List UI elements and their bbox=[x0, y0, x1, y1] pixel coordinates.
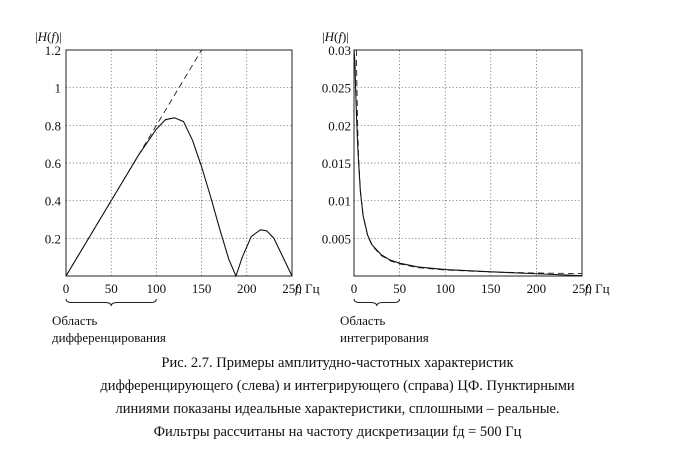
x-tick-label: 200 bbox=[237, 281, 257, 296]
y-tick-label: 0.02 bbox=[328, 118, 351, 133]
y-tick-label: 0.4 bbox=[45, 194, 62, 209]
ideal-response-line bbox=[355, 49, 583, 275]
x-tick-label: 150 bbox=[192, 281, 212, 296]
x-tick-label: 250 bbox=[282, 281, 302, 296]
x-tick-label: 0 bbox=[351, 281, 358, 296]
caption-line-3: линиями показаны идеальные характеристик… bbox=[115, 401, 560, 417]
caption-line-2: дифференцирующего (слева) и интегрирующе… bbox=[100, 378, 575, 394]
x-tick-label: 250 bbox=[572, 281, 592, 296]
y-tick-label: 0.2 bbox=[45, 231, 61, 246]
y-tick-label: 0.03 bbox=[328, 43, 351, 58]
region-label: Область bbox=[52, 313, 97, 328]
real-response-line bbox=[353, 49, 583, 277]
x-tick-label: 200 bbox=[527, 281, 547, 296]
y-tick-label: 0.015 bbox=[322, 156, 351, 171]
x-tick-label: 100 bbox=[435, 281, 455, 296]
chart-differentiator: 0 50 100 150 200 250 0.2 0.4 0.6 0.8 1 1.2|H(f)| f, … bbox=[35, 29, 320, 345]
x-tick-label: 150 bbox=[481, 281, 501, 296]
x-tick-label: 0 bbox=[63, 281, 70, 296]
x-tick-label: 50 bbox=[105, 281, 118, 296]
y-tick-label: 0.005 bbox=[322, 231, 351, 246]
x-axis-label: f, Гц bbox=[295, 281, 320, 296]
plot-frame bbox=[353, 49, 583, 277]
x-tick-label: 100 bbox=[147, 281, 167, 296]
x-axis-label: f, Гц bbox=[585, 281, 610, 296]
y-tick-label: 0.025 bbox=[322, 81, 351, 96]
region-brace bbox=[353, 298, 401, 307]
y-axis-label: |H(f)| bbox=[322, 29, 349, 44]
y-tick-label: 0.01 bbox=[328, 194, 351, 209]
y-tick-label: 1 bbox=[55, 81, 62, 96]
caption-line-4: Фильтры рассчитаны на частоту дискретиза… bbox=[153, 424, 522, 440]
chart-integrator: 0 50 100 150 200 250 0.005 0.01 0.015 0.02 0.025 0.… bbox=[322, 29, 610, 345]
real-response-line bbox=[65, 117, 293, 278]
caption-line-1: Рис. 2.7. Примеры амплитудно-частотных х… bbox=[161, 355, 514, 371]
y-tick-label: 0.6 bbox=[45, 156, 62, 171]
region-label: дифференцирования bbox=[52, 330, 166, 345]
region-brace bbox=[65, 298, 157, 307]
figure-caption: Рис. 2.7. Примеры амплитудно-частотных х… bbox=[0, 352, 675, 444]
x-tick-label: 50 bbox=[393, 281, 406, 296]
plot-frame bbox=[65, 49, 293, 277]
region-label: Область bbox=[340, 313, 385, 328]
y-tick-label: 0.8 bbox=[45, 118, 61, 133]
y-axis-label: |H(f)| bbox=[35, 29, 62, 44]
region-label: интегрирования bbox=[340, 330, 429, 345]
y-tick-label: 1.2 bbox=[45, 43, 61, 58]
